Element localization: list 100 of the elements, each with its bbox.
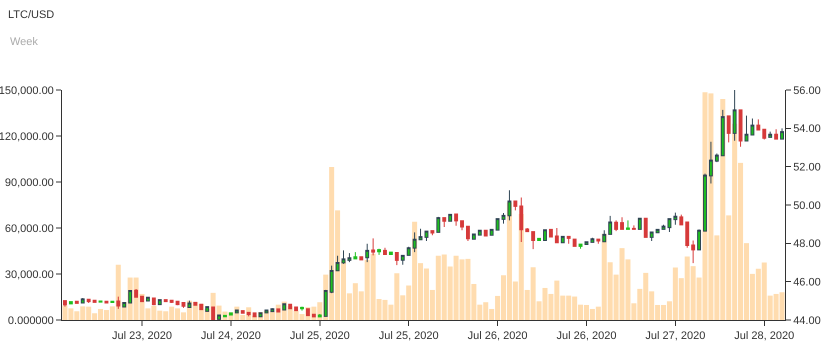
candlestick (638, 217, 642, 230)
candlestick (744, 115, 748, 142)
candlestick (104, 300, 108, 304)
candlestick (703, 173, 707, 232)
candlestick (726, 114, 731, 143)
candlestick (502, 212, 506, 224)
candlestick (424, 230, 428, 242)
candlestick (768, 131, 772, 138)
y-tick-label: 30,000.00 (4, 268, 54, 281)
y-tick-label: 0.000000 (8, 314, 54, 327)
candlestick (74, 300, 79, 304)
candlestick (650, 231, 654, 242)
candlestick (548, 228, 553, 238)
candlestick (720, 109, 725, 157)
candlestick (478, 229, 482, 236)
candlestick (240, 310, 245, 314)
candlestick (418, 228, 422, 241)
candlestick (774, 128, 778, 140)
candlestick (152, 297, 156, 306)
candlestick (578, 243, 582, 250)
candlestick (662, 224, 666, 230)
candlestick (714, 152, 719, 163)
candlestick (377, 248, 382, 256)
candlestick (436, 216, 440, 234)
candlestick (513, 200, 518, 211)
candlestick (68, 301, 73, 305)
candlestick (620, 216, 624, 230)
candlestick (738, 109, 743, 148)
candlestick (667, 218, 672, 233)
candlestick (365, 243, 370, 263)
candlestick (537, 237, 542, 242)
candlestick (116, 296, 120, 310)
candlestick (756, 118, 760, 131)
y2-tick-label: 50.00 (793, 200, 821, 212)
chart-subtitle: Week (10, 36, 38, 48)
candlestick (472, 233, 476, 240)
candlestick (697, 228, 702, 251)
candlestick (86, 298, 91, 304)
candlestick (300, 306, 304, 312)
candlestick (353, 252, 358, 260)
candlestick (554, 228, 559, 244)
candlestick (590, 237, 594, 244)
candlestick (673, 212, 678, 226)
candlestick (644, 217, 648, 238)
candlestick (566, 236, 571, 244)
x-tick-label: Jul 26, 2020 (468, 330, 528, 342)
candlestick (134, 288, 138, 298)
candlestick (342, 250, 346, 264)
x-tick-label: Jul 24, 2020 (200, 330, 261, 342)
candlestick (412, 232, 417, 253)
candlestick (543, 228, 547, 242)
x-tick-label: Jul 23, 2020 (112, 330, 172, 342)
chart-title: LTC/USD (8, 8, 54, 21)
candlestick (572, 238, 577, 248)
candlestick (656, 228, 660, 234)
candlestick (596, 238, 600, 244)
y2-tick-label: 44.00 (793, 314, 821, 327)
candlestick (336, 255, 340, 272)
candlestick (276, 308, 280, 313)
candlestick (691, 240, 696, 264)
x-tick-label: Jul 25, 2020 (290, 330, 350, 342)
candlestick (371, 238, 376, 256)
candlestick (679, 214, 684, 226)
candlestick (614, 220, 618, 232)
candlestick (383, 247, 387, 256)
candlestick (531, 230, 536, 250)
candlestick (182, 302, 186, 308)
y2-tick-label: 54.00 (793, 123, 821, 136)
y2-tick-label: 48.00 (793, 238, 821, 250)
candlestick (400, 254, 405, 266)
candlestick (110, 300, 114, 304)
candlestick (176, 300, 180, 306)
candlestick (750, 118, 754, 136)
candlestick (448, 213, 452, 222)
candlestick (490, 228, 494, 236)
candlestick (442, 216, 446, 228)
candlestick (632, 224, 636, 230)
candlestick (92, 299, 97, 304)
candlestick (406, 246, 411, 256)
candlestick (507, 190, 512, 221)
y-tick-label: 90,000.00 (4, 176, 54, 189)
candlestick (466, 225, 470, 242)
candlestick (685, 221, 690, 248)
candlestick (394, 252, 399, 266)
candlestick (388, 251, 393, 256)
candlestick (330, 265, 334, 294)
y-tick-label: 60,000.00 (4, 222, 54, 235)
candlestick (708, 141, 713, 184)
candlestick (146, 296, 150, 302)
candlestick (626, 220, 630, 230)
candlestick (454, 213, 458, 226)
candlestick (732, 90, 737, 142)
y2-tick-label: 56.00 (793, 84, 821, 97)
candlestick (496, 218, 500, 231)
x-tick-label: Jul 28, 2020 (734, 330, 794, 342)
x-tick-label: Jul 25, 2020 (378, 330, 439, 342)
x-tick-label: Jul 27, 2020 (645, 330, 706, 342)
candlestick (460, 220, 464, 231)
x-tick-label: Jul 26, 2020 (556, 330, 616, 342)
y2-tick-label: 46.00 (793, 276, 821, 289)
